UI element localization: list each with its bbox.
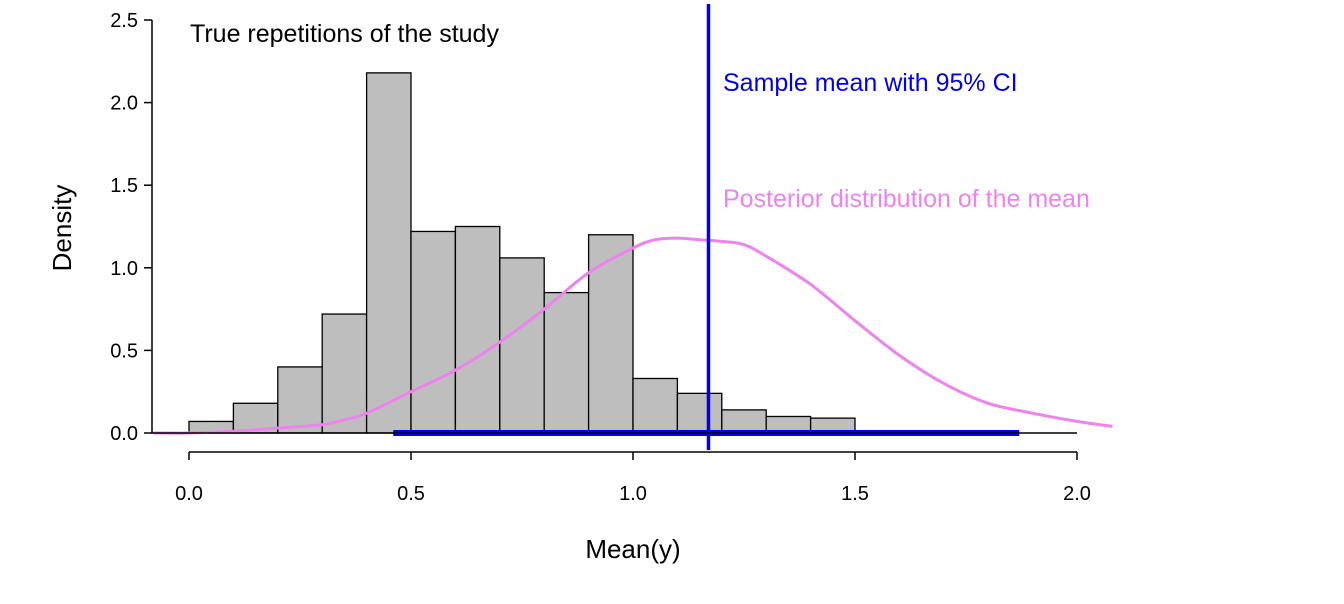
y-tick-label: 0.5 bbox=[110, 340, 138, 362]
sample-mean-annotation: Sample mean with 95% CI bbox=[723, 69, 1018, 97]
posterior-annotation: Posterior distribution of the mean bbox=[723, 185, 1090, 213]
axes: 0.0 0.5 1.0 1.5 2.0 2.5 0.0 0.5 1.0 1.5 2.0 bbox=[110, 10, 1091, 505]
y-tick-label: 1.0 bbox=[110, 258, 138, 280]
histogram-bar bbox=[277, 366, 323, 434]
histogram-bar bbox=[632, 377, 679, 434]
x-tick-label: 1.5 bbox=[841, 483, 869, 505]
histogram-bar bbox=[543, 291, 590, 434]
x-tick-label: 1.0 bbox=[619, 483, 647, 505]
histogram-bar bbox=[365, 72, 412, 434]
y-tick-label: 0.0 bbox=[110, 423, 138, 445]
y-tick-label: 2.5 bbox=[110, 10, 138, 32]
histogram-annotation: True repetitions of the study bbox=[190, 20, 499, 48]
histogram-bar bbox=[587, 234, 634, 434]
histogram-bar bbox=[676, 392, 723, 434]
x-tick-label: 0.5 bbox=[397, 483, 425, 505]
x-tick-label: 0.0 bbox=[175, 483, 203, 505]
y-axis-title: Density bbox=[47, 185, 77, 272]
histogram-bar bbox=[721, 409, 767, 434]
histogram-bar bbox=[499, 257, 545, 434]
x-tick-label: 2.0 bbox=[1063, 483, 1091, 505]
histogram-bar bbox=[410, 230, 457, 434]
histogram-bar bbox=[454, 225, 501, 434]
histogram-bars bbox=[188, 72, 856, 434]
y-tick-label: 1.5 bbox=[110, 175, 138, 197]
posterior-curve bbox=[153, 236, 1113, 435]
x-axis-title: Mean(y) bbox=[585, 534, 680, 564]
y-tick-label: 2.0 bbox=[110, 93, 138, 115]
posterior-curve-group bbox=[153, 236, 1113, 435]
